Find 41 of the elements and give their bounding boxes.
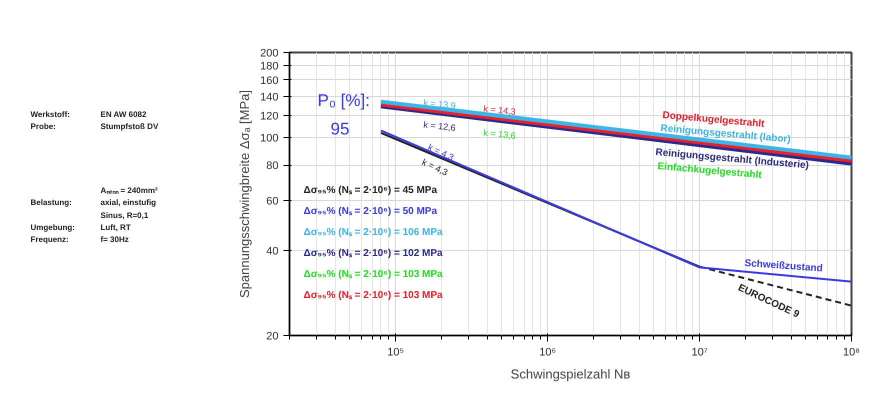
annotation: Δσ₉₅% (Nₛ = 2·10⁶) = 106 MPa [304, 227, 444, 238]
text: Probe: [30, 122, 56, 131]
text: Aₙₑₙₙ = 240mm² [100, 186, 158, 195]
annotation: P₀ [%]: [318, 91, 370, 110]
annotation: k = 14,3 [482, 104, 516, 117]
text: Stumpfstoß DV [100, 122, 159, 131]
x-tick-label: 10⁵ [387, 346, 404, 358]
text: Belastung: [30, 198, 72, 207]
text: Sinus, R=0,1 [100, 211, 149, 220]
annotation: Δσ₉₅% (Nₛ = 2·10⁶) = 50 MPa [304, 206, 438, 217]
text: Werkstoff: [30, 110, 70, 119]
y-tick-label: 20 [266, 330, 279, 342]
series-label: Schweißzustand [744, 258, 824, 274]
y-tick-label: 40 [266, 245, 279, 258]
y-tick-label: 80 [266, 160, 279, 172]
annotation: k = 13,6 [482, 128, 516, 141]
x-tick-label: 10⁶ [539, 346, 556, 358]
text: EN AW 6082 [100, 110, 147, 119]
y-axis-title: Spannungsschwingbreite Δσₐ [MPa] [237, 90, 252, 298]
text: Frequenz: [30, 235, 69, 244]
annotation: Δσ₉₅% (Nₛ = 2·10⁶) = 103 MPa [304, 269, 444, 280]
annotation: k = 12,6 [422, 120, 456, 133]
x-axis-title: Schwingspielzahl Nʙ [510, 366, 630, 382]
y-tick-label: 200 [260, 48, 279, 60]
y-tick-label: 180 [260, 60, 279, 72]
y-tick-label: 160 [260, 74, 279, 87]
text: Luft, RT [100, 223, 131, 232]
annotation: Δσ₉₅% (Nₛ = 2·10⁶) = 45 MPa [304, 185, 438, 196]
annotation: Δσ₉₅% (Nₛ = 2·10⁶) = 102 MPa [304, 248, 444, 259]
y-tick-label: 60 [266, 195, 279, 208]
text: axial, einstufig [100, 198, 156, 207]
text: f= 30Hz [100, 235, 129, 244]
annotation: Δσ₉₅% (Nₛ = 2·10⁶) = 103 MPa [304, 290, 444, 301]
x-tick-label: 10⁷ [691, 346, 708, 358]
y-tick-label: 120 [260, 110, 279, 122]
y-tick-label: 100 [260, 132, 279, 145]
y-tick-label: 140 [260, 91, 279, 104]
annotation: k = 4,3 [420, 156, 450, 178]
text: Umgebung: [30, 223, 75, 232]
annotation: 95 [330, 120, 350, 138]
x-tick-label: 10⁸ [843, 346, 860, 358]
